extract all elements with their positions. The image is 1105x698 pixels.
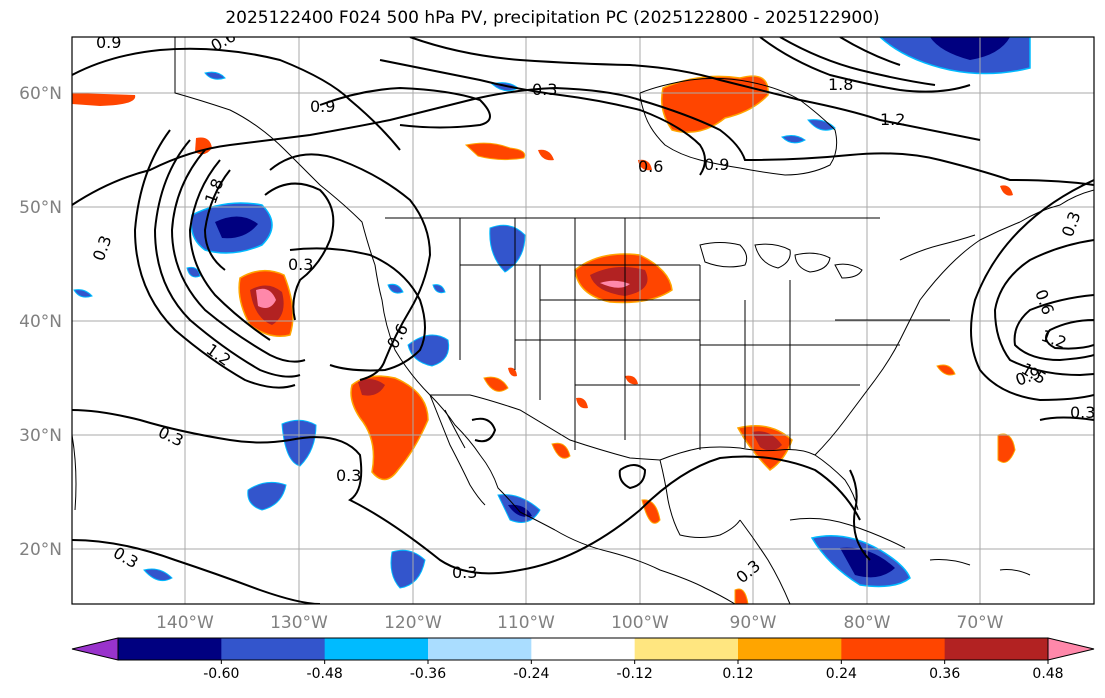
colorbar-segment xyxy=(841,638,946,660)
precip-blob xyxy=(997,433,1016,463)
colorbar-extend-high xyxy=(1047,637,1095,661)
contour-label: 0.3 xyxy=(336,466,361,485)
lon-tick-label: 100°W xyxy=(611,613,669,633)
precip-blob xyxy=(143,568,173,582)
contour-label: 0.3 xyxy=(1070,403,1095,422)
precip-blob xyxy=(489,224,526,273)
precip-blob xyxy=(204,71,226,80)
lon-tick-label: 130°W xyxy=(270,613,328,633)
contour-label: 0.9 xyxy=(310,97,335,116)
precip-blob xyxy=(625,375,638,385)
precip-blob xyxy=(752,431,782,451)
precip-blob xyxy=(390,549,426,589)
contour-label: 0.3 xyxy=(288,255,313,274)
colorbar-segment xyxy=(531,638,636,660)
pv-contours xyxy=(72,37,1094,604)
colorbar-tick-label: -0.60 xyxy=(203,666,239,682)
precip-blob xyxy=(72,93,136,106)
precip-blob xyxy=(464,142,526,161)
precip-blob xyxy=(734,588,749,604)
precip-blob xyxy=(1000,185,1013,196)
colorbar-segment xyxy=(324,638,429,660)
colorbar-tick-label: -0.36 xyxy=(410,666,446,682)
longitude-labels: 140°W 130°W 120°W 110°W 100°W 90°W 80°W … xyxy=(156,613,1004,633)
colorbar-tick-label: 0.12 xyxy=(722,666,753,682)
contour-label: 0.9 xyxy=(96,33,121,52)
lon-tick-label: 70°W xyxy=(957,613,1004,633)
precip-blob xyxy=(483,376,509,392)
map-area: 0.9 0.6 0.3 0.9 1.8 1.2 0.6 0.9 1.8 0.3 … xyxy=(72,33,1095,604)
colorbar-extend-low xyxy=(71,637,119,661)
colorbar-segment xyxy=(634,638,739,660)
lon-tick-label: 140°W xyxy=(156,613,214,633)
colorbar-tick-label: -0.48 xyxy=(307,666,343,682)
lat-tick-label: 60°N xyxy=(19,84,62,104)
precip-blob xyxy=(600,280,630,288)
colorbar-frame xyxy=(117,637,1049,661)
contour-label: 0.3 xyxy=(532,80,557,99)
lat-tick-label: 30°N xyxy=(19,426,62,446)
precip-blob xyxy=(432,284,446,294)
lat-tick-label: 50°N xyxy=(19,198,62,218)
lon-tick-label: 90°W xyxy=(730,613,777,633)
precip-blob xyxy=(407,334,450,367)
precip-blob xyxy=(350,375,429,481)
precip-blob xyxy=(930,37,1010,60)
colorbar-tick-label: 0.24 xyxy=(826,666,857,682)
latitude-labels: 60°N 50°N 40°N 30°N 20°N xyxy=(19,84,62,560)
colorbar-tick-label: -0.12 xyxy=(617,666,653,682)
lon-tick-label: 110°W xyxy=(497,613,555,633)
lat-tick-label: 20°N xyxy=(19,540,62,560)
precip-blob xyxy=(936,364,956,376)
precip-blob xyxy=(576,397,588,409)
map-frame xyxy=(71,36,1095,605)
colorbar-segment xyxy=(221,638,326,660)
precip-blob xyxy=(551,442,571,459)
precip-anomaly-shading xyxy=(72,37,1031,604)
precip-blob xyxy=(387,283,404,294)
precip-blob xyxy=(781,135,806,144)
colorbar-tick-label: 0.48 xyxy=(1032,666,1063,682)
precip-blob xyxy=(247,481,287,511)
precip-blob xyxy=(660,75,769,133)
colorbar-tick-label: -0.24 xyxy=(513,666,549,682)
colorbar-segment xyxy=(944,638,1049,660)
contour-label: 0.3 xyxy=(452,563,477,582)
contour-label: 0.9 xyxy=(704,155,729,174)
lon-tick-label: 120°W xyxy=(384,613,442,633)
precip-blob xyxy=(358,379,385,396)
coastlines-borders xyxy=(72,37,1094,604)
colorbar-tick-label: 0.36 xyxy=(929,666,960,682)
precip-blob xyxy=(807,119,836,131)
colorbar-segment xyxy=(118,638,222,660)
precip-blob xyxy=(215,216,258,239)
colorbar: -0.60 -0.48 -0.36 -0.24 -0.12 0.12 0.24 0.36 0.4… xyxy=(71,637,1095,682)
map-title: 2025122400 F024 500 hPa PV, precipitatio… xyxy=(225,8,880,28)
lon-tick-label: 80°W xyxy=(844,613,891,633)
precip-blob xyxy=(186,266,201,278)
precip-blob xyxy=(638,159,652,171)
precip-blob xyxy=(73,289,93,298)
precip-blob xyxy=(538,149,554,161)
colorbar-segment xyxy=(428,638,532,660)
contour-label: 0.6 xyxy=(638,157,663,176)
lat-tick-label: 40°N xyxy=(19,312,62,332)
colorbar-segment xyxy=(738,638,842,660)
precip-blob xyxy=(256,288,276,308)
contour-label: 1.8 xyxy=(828,75,853,94)
contour-label: 1.2 xyxy=(880,110,905,129)
